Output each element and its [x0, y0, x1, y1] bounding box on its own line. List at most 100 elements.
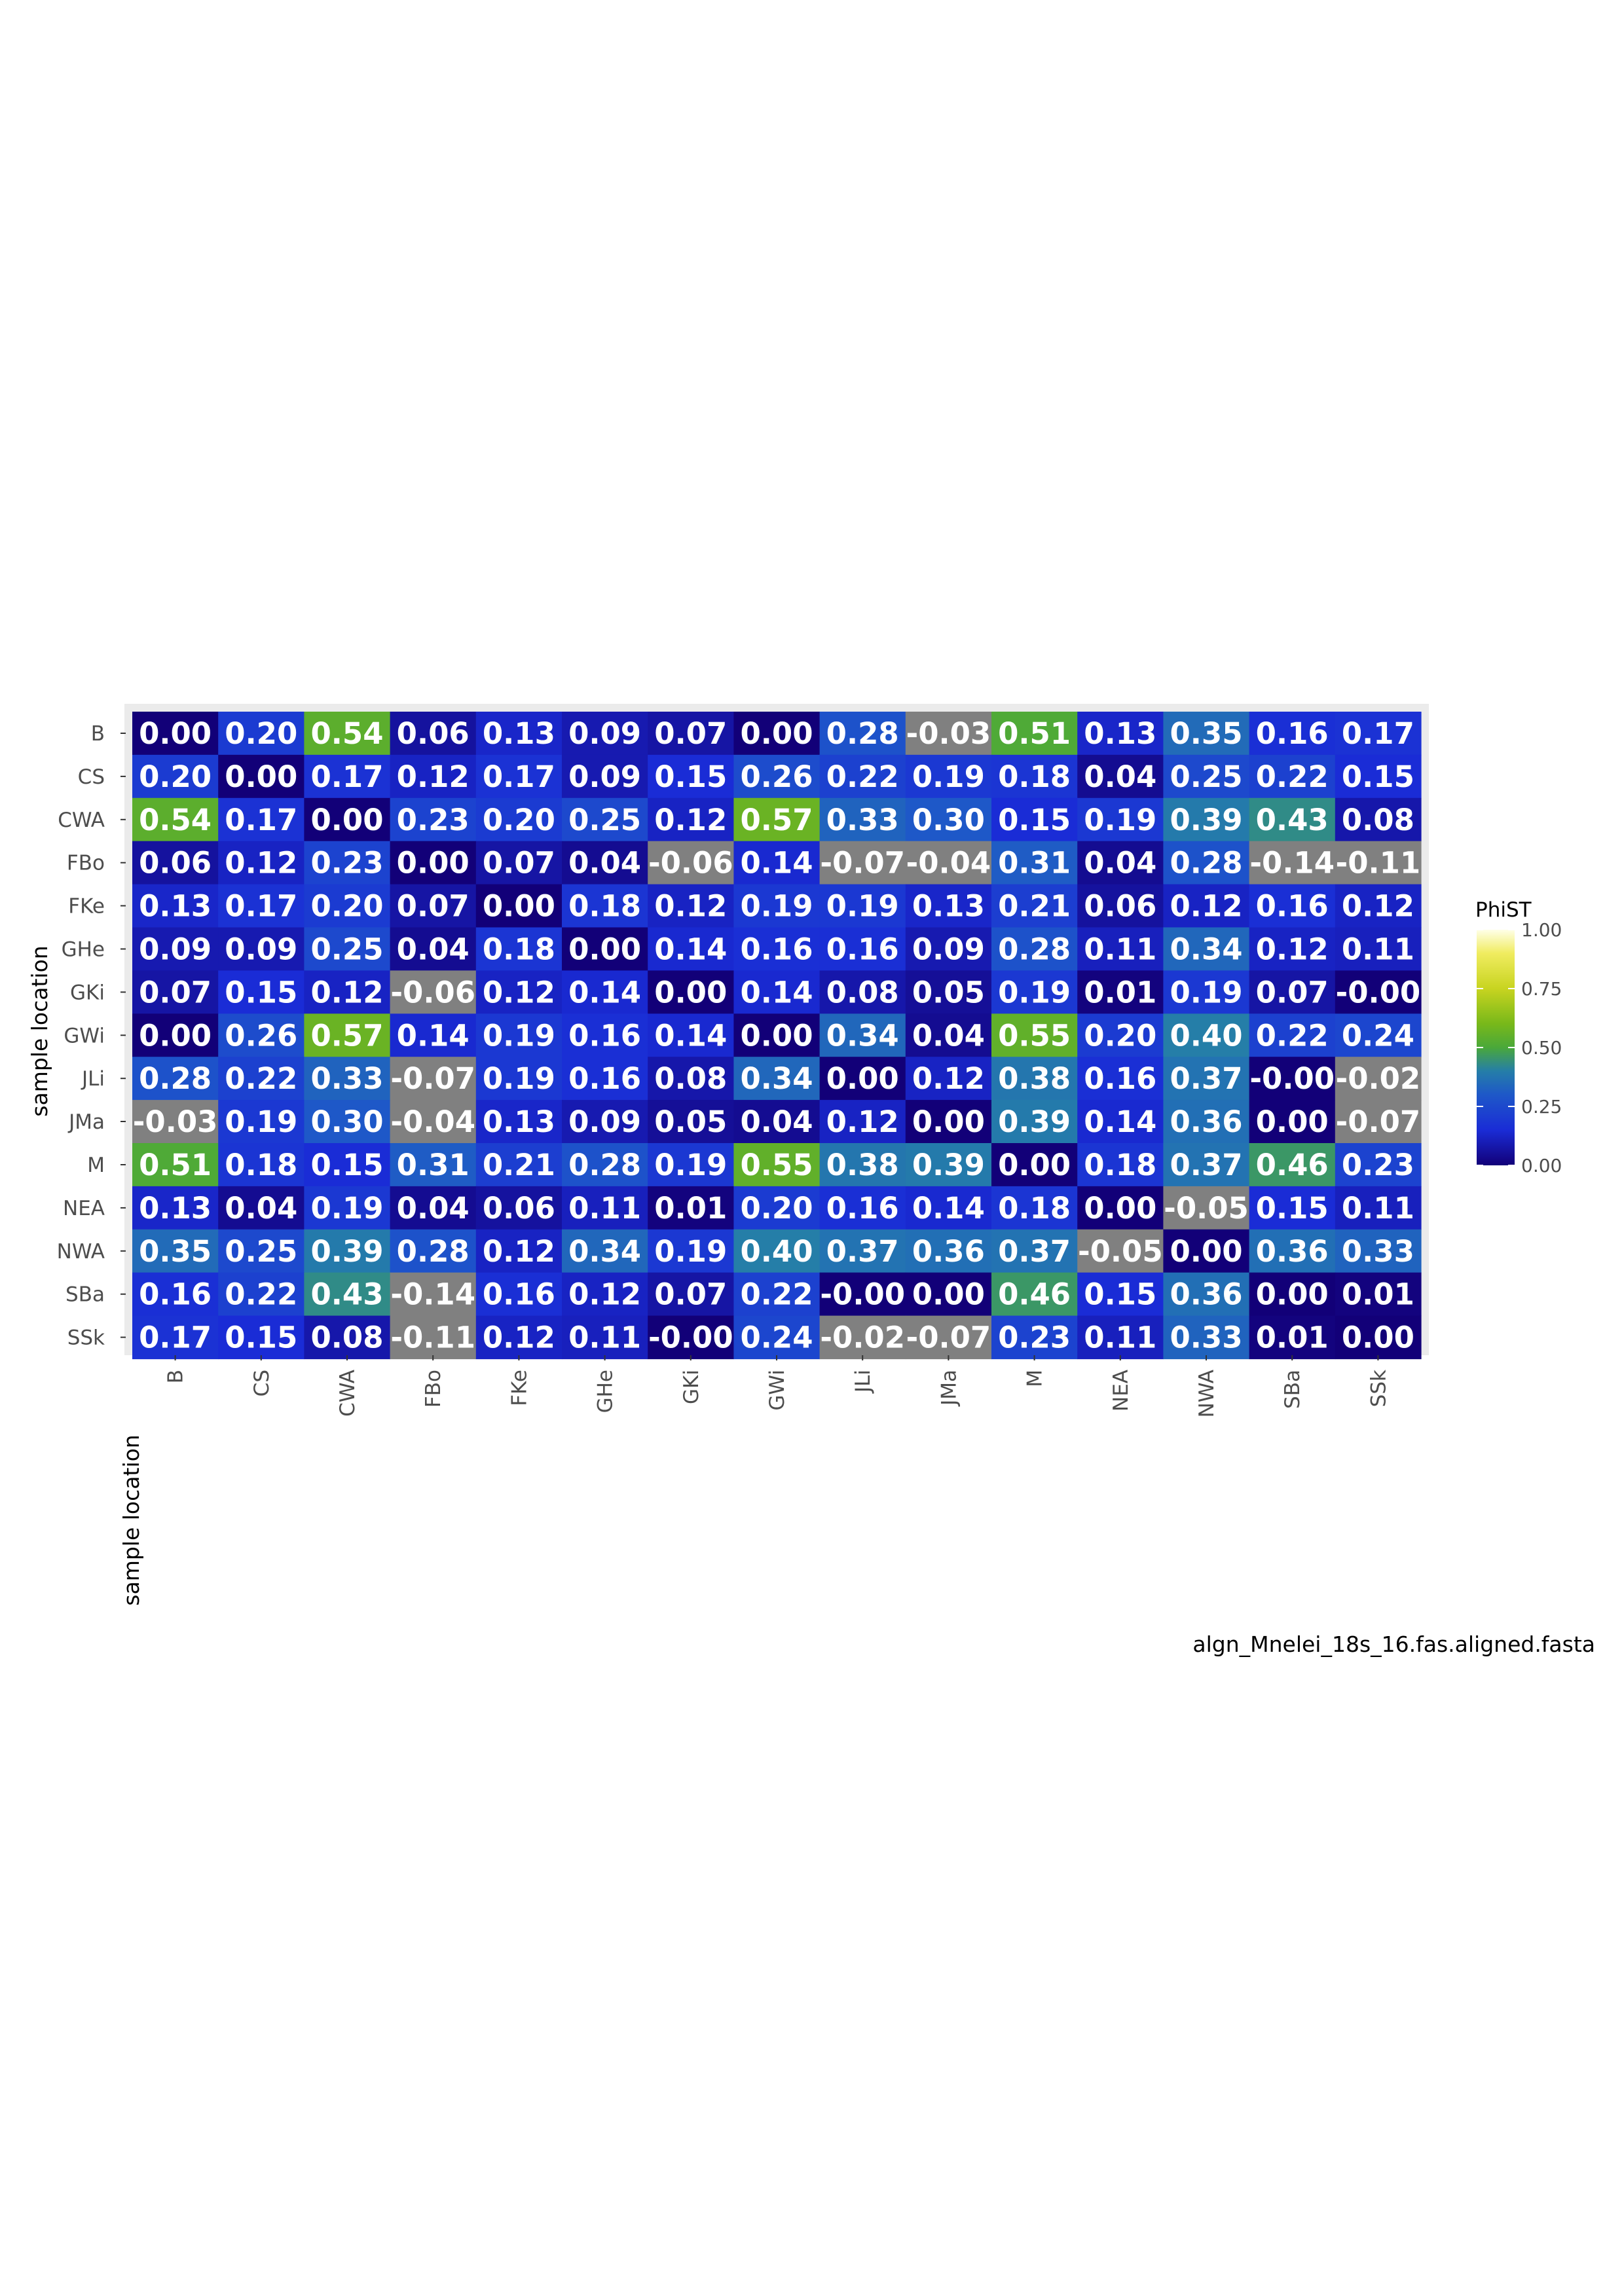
- x-tick-label: GKi: [680, 1370, 703, 1404]
- heatmap-cell: [1163, 884, 1250, 928]
- heatmap-cell: [991, 841, 1078, 885]
- cell-value-label: 0.12: [1170, 889, 1242, 924]
- cell-value-label: 0.13: [912, 889, 985, 924]
- heatmap-cell: [390, 1186, 477, 1230]
- y-tick-label: FKe: [68, 895, 105, 919]
- cell-value-label: 0.06: [483, 1191, 555, 1226]
- cell-value-label: 0.43: [310, 1277, 383, 1312]
- cell-value-label: 0.13: [483, 1104, 555, 1139]
- heatmap-cell: [390, 1100, 477, 1144]
- cell-value-label: 0.16: [826, 932, 899, 967]
- cell-value-label: 0.19: [225, 1104, 297, 1139]
- heatmap-cell: [1335, 1186, 1422, 1230]
- cell-value-label: 0.39: [1170, 803, 1242, 837]
- cell-value-label: 0.55: [740, 1148, 813, 1182]
- cell-value-label: 0.04: [397, 1191, 470, 1226]
- heatmap-cell: [1077, 970, 1164, 1014]
- cell-value-label: 0.14: [654, 1018, 727, 1053]
- heatmap-cell: [733, 1229, 821, 1273]
- heatmap-cell: [218, 1229, 304, 1273]
- x-tick-label: CWA: [336, 1370, 360, 1417]
- cell-value-label: -0.07: [1336, 1104, 1421, 1139]
- cell-value-label: 0.01: [1084, 975, 1156, 1010]
- x-tick-label: FKe: [507, 1370, 531, 1406]
- heatmap-cell: [132, 1229, 219, 1273]
- cell-value-label: 0.22: [225, 1277, 297, 1312]
- heatmap-cell: [733, 1143, 821, 1187]
- heatmap-cell: [304, 1315, 391, 1360]
- cell-value-label: 0.20: [483, 803, 555, 837]
- cell-value-label: -0.00: [1249, 1061, 1335, 1096]
- cell-value-label: 0.16: [740, 932, 813, 967]
- cell-value-label: 0.01: [1256, 1321, 1329, 1355]
- heatmap-cell: [648, 841, 734, 885]
- cell-value-label: 0.13: [139, 1191, 212, 1226]
- heatmap-cell: [132, 1100, 219, 1144]
- heatmap-cell: [1249, 1013, 1336, 1057]
- cell-value-label: -0.02: [1336, 1061, 1421, 1096]
- heatmap-cell: [1249, 1229, 1336, 1273]
- heatmap-cell: [1335, 1315, 1422, 1360]
- cell-value-label: 0.07: [654, 716, 727, 751]
- cell-value-label: 0.12: [654, 803, 727, 837]
- heatmap-cell: [991, 1013, 1078, 1057]
- cell-value-label: 0.36: [1256, 1234, 1329, 1269]
- cell-value-label: 0.05: [912, 975, 985, 1010]
- heatmap-cell: [1163, 1229, 1250, 1273]
- y-tick-label: GWi: [64, 1024, 105, 1048]
- y-axis-ticks: B CS CWA FBo FKe GHe GKi GWi JLi JMa M NEA NWA SBa SSk: [57, 722, 126, 1350]
- cell-value-label: 0.23: [397, 803, 470, 837]
- x-axis-ticks: B CS CWA FBo FKe GHe GKi GWi JLi JMa M NEA NWA SBa SSk: [164, 1355, 1390, 1417]
- cell-value-label: 0.20: [1084, 1018, 1156, 1053]
- cell-value-label: 0.31: [397, 1148, 470, 1182]
- legend-tick-label: 0.75: [1521, 978, 1562, 1000]
- heatmap-cell: [1249, 754, 1336, 799]
- cell-value-label: 0.19: [740, 889, 813, 924]
- heatmap-cell: [562, 1057, 648, 1101]
- heatmap-cell: [819, 884, 906, 928]
- cell-value-label: 0.14: [740, 846, 813, 881]
- heatmap-cell: [390, 927, 477, 971]
- y-tick-label: B: [91, 722, 105, 746]
- cell-value-label: -0.03: [133, 1104, 218, 1139]
- heatmap-cell: [733, 1100, 821, 1144]
- heatmap-cell: [390, 754, 477, 799]
- cell-value-label: 0.13: [1084, 716, 1156, 751]
- cell-value-label: 0.01: [654, 1191, 727, 1226]
- heatmap-cell: [648, 797, 734, 842]
- heatmap-cell: [304, 927, 391, 971]
- cell-value-label: 0.21: [998, 889, 1071, 924]
- heatmap-cell: [390, 1057, 477, 1101]
- cell-value-label: 0.11: [1342, 1191, 1414, 1226]
- cell-value-label: 0.23: [1342, 1148, 1414, 1182]
- heatmap-cell: [562, 1186, 648, 1230]
- cell-value-label: 0.20: [225, 716, 297, 751]
- cell-value-label: 0.08: [826, 975, 899, 1010]
- cell-value-label: 0.06: [139, 846, 212, 881]
- y-tick-label: GKi: [70, 981, 105, 1004]
- cell-value-label: 0.19: [826, 889, 899, 924]
- cell-value-label: 0.26: [740, 759, 813, 794]
- heatmap-cell: [733, 884, 821, 928]
- heatmap-cell: [218, 1100, 304, 1144]
- heatmap-cell: [475, 712, 563, 756]
- cell-value-label: 0.14: [568, 975, 641, 1010]
- cell-value-label: 0.18: [225, 1148, 297, 1182]
- heatmap-cell: [905, 1186, 992, 1230]
- cell-value-label: 0.17: [483, 759, 555, 794]
- y-tick-label: CWA: [58, 809, 105, 832]
- heatmap-cell: [991, 927, 1078, 971]
- heatmap-cell: [648, 970, 734, 1014]
- heatmap-cell: [562, 927, 648, 971]
- cell-value-label: 0.12: [397, 759, 470, 794]
- heatmap-cell: [1163, 1057, 1250, 1101]
- cell-value-label: 0.19: [654, 1148, 727, 1182]
- cell-value-label: 0.09: [568, 759, 641, 794]
- cell-value-label: 0.36: [912, 1234, 985, 1269]
- cell-value-label: 0.51: [139, 1148, 212, 1182]
- heatmap-cell: [648, 1057, 734, 1101]
- cell-value-label: 0.11: [1342, 932, 1414, 967]
- heatmap-cell: [1077, 1272, 1164, 1317]
- cell-value-label: 0.51: [998, 716, 1071, 751]
- cell-value-label: -0.04: [906, 846, 991, 881]
